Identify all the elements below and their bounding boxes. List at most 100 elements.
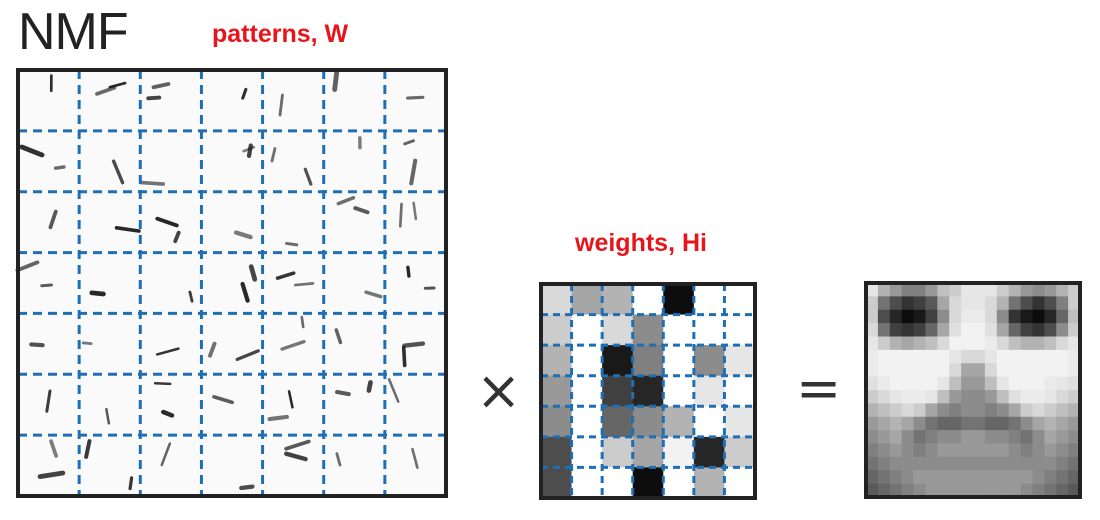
face-pixel	[984, 416, 998, 431]
weight-cell	[663, 345, 695, 377]
face-pixel	[961, 283, 974, 297]
face-pixel	[866, 416, 879, 431]
pattern-stroke	[353, 206, 370, 215]
weight-cell	[571, 436, 603, 468]
weight-cell	[602, 375, 634, 407]
face-pixel	[961, 376, 974, 391]
face-pixel	[937, 296, 950, 311]
face-pixel	[949, 430, 962, 445]
weight-cell	[663, 436, 695, 468]
face-frame	[864, 281, 1082, 499]
face-pixel	[984, 296, 998, 311]
face-pixel	[973, 376, 986, 391]
face-pixel	[949, 403, 962, 418]
face-pixel	[866, 309, 879, 324]
face-pixel	[1056, 309, 1069, 324]
face-pixel	[1044, 470, 1057, 485]
face-pixel	[961, 456, 974, 471]
pattern-stroke	[335, 452, 342, 467]
face-pixel	[1008, 363, 1022, 378]
face-pixel	[973, 363, 986, 378]
pattern-stroke	[208, 341, 217, 358]
face-pixel	[925, 470, 938, 485]
face-pixel	[973, 443, 986, 458]
face-pixel	[925, 376, 938, 391]
pattern-stroke	[89, 290, 106, 297]
face-pixel	[973, 296, 986, 311]
face-pixel	[889, 390, 903, 404]
face-pixel	[973, 430, 986, 445]
weight-cell	[632, 284, 664, 316]
face-pixel	[901, 430, 915, 445]
face-pixel	[984, 456, 998, 471]
face-pixel	[1056, 443, 1069, 458]
pattern-stroke	[161, 409, 175, 418]
pattern-stroke	[293, 282, 315, 287]
face-pixel	[889, 296, 903, 311]
face-pixel	[1020, 416, 1034, 431]
pattern-stroke	[248, 264, 258, 282]
pattern-stroke	[151, 82, 171, 90]
face-pixel	[961, 483, 974, 498]
weight-cell	[724, 284, 756, 316]
face-pixel	[996, 336, 1010, 351]
pattern-stroke	[235, 349, 260, 361]
face-pixel	[925, 403, 938, 418]
face-pixel	[1032, 430, 1045, 445]
face-pixel	[925, 416, 938, 431]
face-pixel	[961, 336, 974, 351]
pattern-stroke	[95, 85, 117, 96]
face-pixel	[949, 323, 962, 338]
face-pixel	[901, 456, 915, 471]
face-pixel	[877, 443, 891, 458]
face-pixel	[866, 470, 879, 485]
pattern-stroke	[173, 230, 181, 244]
face-pixel	[961, 443, 974, 458]
face-pixel	[973, 349, 986, 364]
face-pixel	[877, 403, 891, 418]
face-pixel	[996, 483, 1010, 498]
face-pixel	[984, 430, 998, 445]
face-pixel	[1068, 309, 1081, 324]
face-pixel	[937, 309, 950, 324]
pattern-stroke	[332, 68, 340, 92]
pattern-stroke	[398, 202, 403, 228]
weight-cell	[602, 284, 634, 316]
weight-cell	[571, 345, 603, 377]
face-pixel	[877, 323, 891, 338]
weight-cell	[571, 467, 603, 499]
face-pixel	[1044, 283, 1057, 297]
face-pixel	[901, 390, 915, 404]
pattern-stroke	[267, 414, 289, 422]
face-pixel	[877, 483, 891, 498]
face-pixel	[973, 483, 986, 498]
pattern-stroke	[240, 281, 250, 303]
face-pixel	[877, 296, 891, 311]
pattern-stroke	[284, 451, 308, 462]
face-pixel	[1032, 483, 1045, 498]
face-pixel	[913, 296, 927, 311]
weight-cell	[571, 284, 603, 316]
face-pixel	[937, 456, 950, 471]
face-pixel	[996, 309, 1010, 324]
face-pixel	[913, 323, 927, 338]
face-pixel	[1020, 376, 1034, 391]
pattern-stroke	[335, 389, 351, 397]
face-pixel	[1056, 283, 1069, 297]
pattern-stroke	[406, 265, 411, 278]
weight-cell	[571, 406, 603, 438]
face-pixel	[937, 336, 950, 351]
weight-cell	[541, 345, 573, 377]
nmf-title: NMF	[18, 3, 129, 61]
face-pixel	[1032, 283, 1045, 297]
face-pixel	[901, 349, 915, 364]
pattern-stroke	[108, 81, 127, 89]
face-pixel	[1044, 483, 1057, 498]
face-pixel	[889, 309, 903, 324]
face-pixel	[1020, 323, 1034, 338]
face-pixel	[866, 376, 879, 391]
face-pixel	[973, 403, 986, 418]
face-pixel	[1032, 470, 1045, 485]
face-pixel	[1008, 416, 1022, 431]
face-pixel	[901, 443, 915, 458]
